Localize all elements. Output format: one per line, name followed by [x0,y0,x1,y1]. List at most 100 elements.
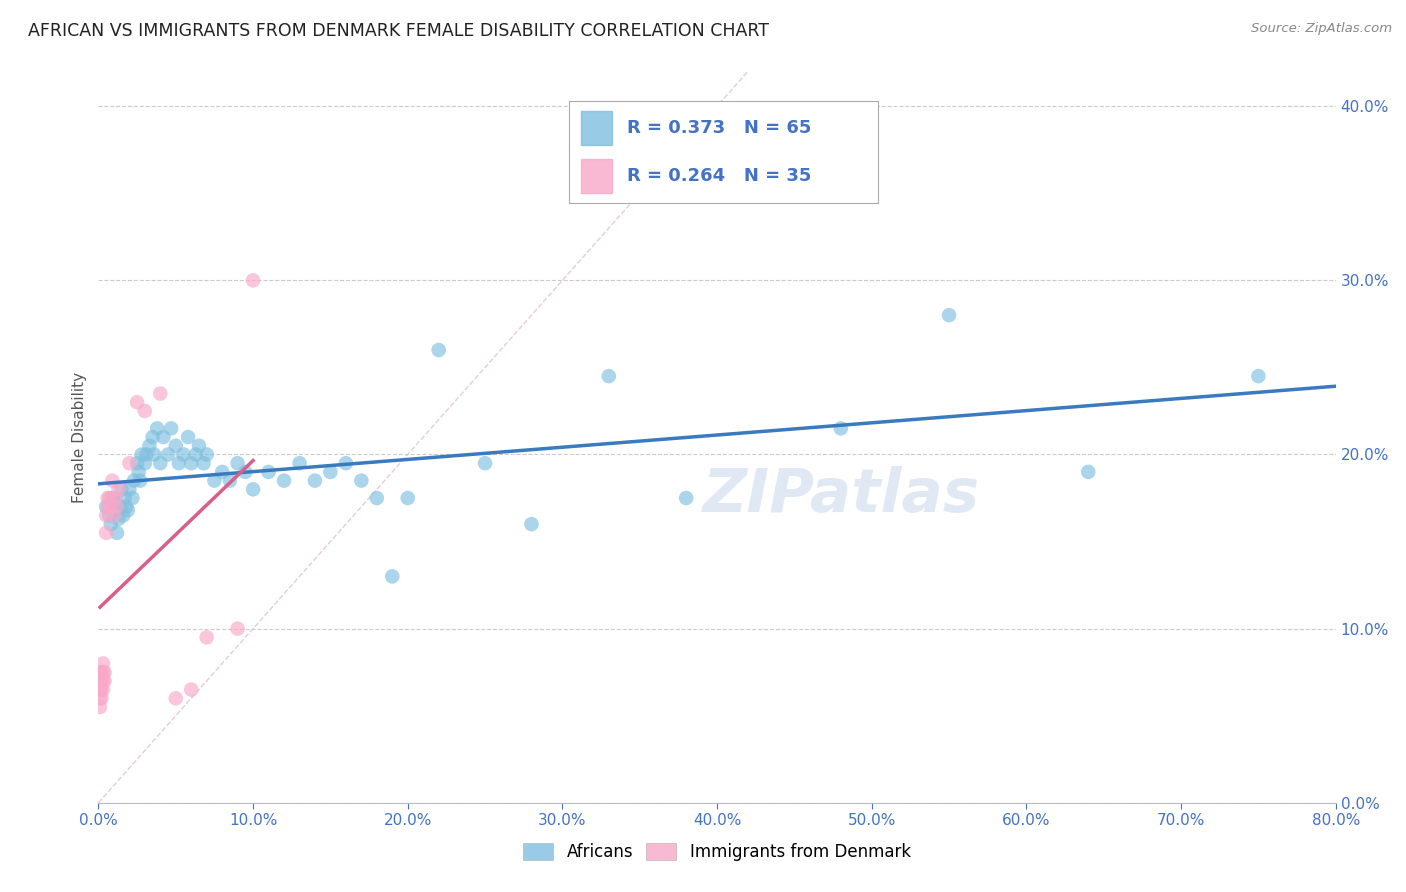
Point [304,474,326,488]
Point [104,496,127,510]
Point [118,456,141,470]
Point [149,456,172,470]
Point [96,525,118,540]
Point [122,474,145,488]
Point [107,512,129,526]
Point [184,448,207,462]
Point [112,508,135,523]
Point [152,430,174,444]
Point [101,491,124,505]
Point [830,421,852,435]
Point [127,395,149,409]
Point [138,439,160,453]
Point [165,691,187,706]
Point [350,474,373,488]
Point [98,491,121,505]
Point [160,421,183,435]
Point [157,448,180,462]
Point [91,657,114,671]
Point [93,673,115,688]
Point [96,500,118,514]
Point [97,500,120,514]
Point [111,483,132,497]
Point [90,673,112,688]
Point [211,465,233,479]
Point [226,456,249,470]
Point [146,421,169,435]
Point [335,456,357,470]
Point [233,465,257,479]
Point [135,448,157,462]
Point [117,503,139,517]
Point [89,700,111,714]
Point [90,665,112,680]
Point [89,673,111,688]
Point [219,474,242,488]
Point [129,474,152,488]
Point [598,369,620,384]
Point [93,665,115,680]
Point [366,491,388,505]
Point [226,622,249,636]
Point [100,500,122,514]
Point [204,474,226,488]
Point [143,448,166,462]
Text: AFRICAN VS IMMIGRANTS FROM DENMARK FEMALE DISABILITY CORRELATION CHART: AFRICAN VS IMMIGRANTS FROM DENMARK FEMAL… [28,22,769,40]
Point [134,456,156,470]
Point [101,474,124,488]
Point [96,508,118,523]
Point [103,508,125,523]
Point [1247,369,1270,384]
Point [121,491,143,505]
Point [128,465,150,479]
Point [427,343,450,357]
Text: Source: ZipAtlas.com: Source: ZipAtlas.com [1251,22,1392,36]
Point [91,682,114,697]
Point [180,682,202,697]
Point [131,448,153,462]
Point [118,483,141,497]
Point [105,500,128,514]
Point [1077,465,1099,479]
Point [90,691,112,706]
Point [180,456,202,470]
Point [91,673,114,688]
Point [105,525,128,540]
Point [98,508,121,523]
Point [103,503,125,517]
Point [474,456,496,470]
Point [288,456,311,470]
Point [165,439,187,453]
Point [149,386,172,401]
Point [134,404,156,418]
Point [89,665,111,680]
Point [115,500,138,514]
Y-axis label: Female Disability: Female Disability [72,371,87,503]
Point [273,474,295,488]
Point [127,456,149,470]
Point [381,569,404,583]
Point [675,491,697,505]
Point [172,448,194,462]
Point [100,517,122,532]
Point [89,691,111,706]
Point [195,448,218,462]
Point [177,430,200,444]
Point [141,430,165,444]
Point [89,682,111,697]
Point [193,456,215,470]
Point [104,491,127,505]
Point [167,456,190,470]
Point [97,491,120,505]
Point [107,483,129,497]
Point [257,465,280,479]
Text: ZIPatlas: ZIPatlas [702,467,980,525]
Point [520,517,543,532]
Point [114,491,136,505]
Legend: Africans, Immigrants from Denmark: Africans, Immigrants from Denmark [516,836,918,868]
Point [91,665,114,680]
Point [242,273,264,287]
Point [319,465,342,479]
Point [195,631,218,645]
Point [108,500,131,514]
